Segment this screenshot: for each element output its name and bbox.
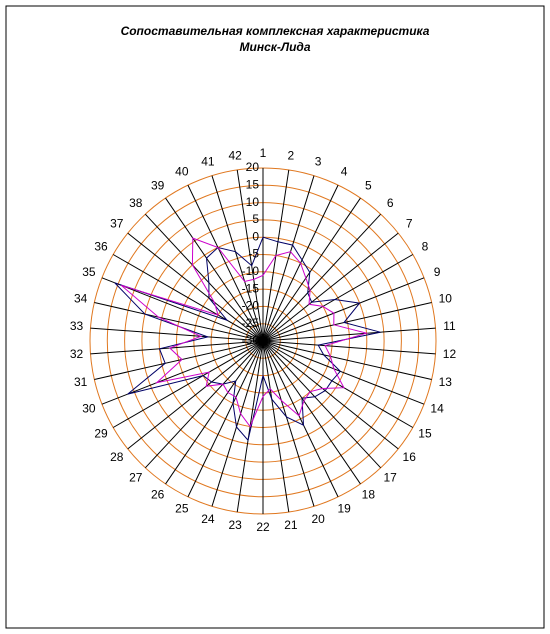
spoke	[211, 340, 264, 507]
category-label: 14	[430, 401, 444, 415]
spoke	[262, 213, 382, 342]
category-label: 30	[82, 401, 96, 415]
category-label: 29	[94, 427, 108, 441]
category-label: 3	[315, 154, 322, 168]
spoke	[262, 340, 361, 485]
spoke	[262, 340, 382, 469]
spoke	[262, 340, 432, 380]
r-tick-label: -30	[242, 333, 260, 347]
category-label: 11	[443, 319, 456, 333]
r-tick-label: -25	[242, 316, 260, 330]
category-label: 17	[384, 470, 398, 484]
chart-subtitle: Минск-Лида	[240, 40, 311, 54]
category-label: 12	[443, 347, 457, 361]
r-tick-label: 0	[252, 229, 259, 243]
spoke	[112, 340, 264, 428]
spoke	[262, 175, 315, 342]
r-tick-label: 15	[246, 177, 260, 191]
category-label: 24	[201, 512, 215, 526]
category-label: 25	[175, 502, 189, 516]
spoke	[144, 213, 264, 342]
spoke	[90, 340, 264, 355]
spoke	[262, 340, 339, 498]
category-label: 32	[70, 347, 84, 361]
category-label: 1	[260, 146, 267, 160]
category-label: 18	[362, 488, 376, 502]
r-tick-label: 5	[252, 212, 259, 226]
category-label: 20	[311, 512, 325, 526]
category-label: 21	[284, 518, 298, 532]
spoke	[127, 340, 264, 450]
category-label: 13	[439, 375, 453, 389]
category-label: 26	[151, 488, 165, 502]
spoke	[262, 327, 436, 342]
category-label: 16	[403, 450, 417, 464]
spoke	[262, 302, 432, 342]
spoke	[262, 340, 414, 428]
spoke	[165, 197, 264, 342]
category-label: 6	[387, 196, 394, 210]
category-label: 15	[418, 427, 432, 441]
spoke	[94, 302, 264, 342]
category-label: 2	[288, 148, 295, 162]
spoke	[127, 232, 264, 342]
category-label: 8	[422, 240, 429, 254]
category-label: 37	[110, 217, 124, 231]
category-label: 41	[201, 154, 215, 168]
spoke	[262, 277, 425, 342]
r-tick-label: 20	[246, 160, 260, 174]
category-label: 23	[228, 518, 242, 532]
spoke	[112, 254, 264, 342]
spoke	[211, 175, 264, 342]
series-line	[120, 237, 369, 428]
category-label: 33	[70, 319, 84, 333]
category-label: 40	[175, 165, 189, 179]
spoke	[262, 340, 315, 507]
category-label: 28	[110, 450, 124, 464]
category-label: 35	[82, 265, 96, 279]
category-label: 42	[228, 148, 242, 162]
category-label: 27	[129, 470, 143, 484]
category-label: 10	[439, 292, 453, 306]
series-line	[114, 236, 381, 442]
r-tick-label: -15	[242, 281, 260, 295]
spoke	[101, 277, 264, 342]
category-label: 31	[74, 375, 88, 389]
category-label: 38	[129, 196, 143, 210]
category-label: 36	[94, 240, 108, 254]
spoke	[187, 340, 264, 498]
spoke	[165, 340, 264, 485]
spoke	[94, 340, 264, 380]
r-tick-label: -10	[242, 264, 260, 278]
spoke	[90, 327, 264, 342]
category-label: 9	[434, 265, 441, 279]
spoke	[262, 197, 361, 342]
spoke	[262, 340, 425, 405]
category-label: 7	[406, 217, 413, 231]
spoke	[262, 340, 436, 355]
chart-title: Сопоставительная комплексная характерист…	[121, 24, 430, 38]
category-label: 19	[337, 502, 351, 516]
spoke	[144, 340, 264, 469]
r-tick-label: 10	[246, 195, 260, 209]
spoke	[236, 169, 264, 342]
spoke	[262, 232, 399, 342]
r-tick-label: -5	[248, 247, 259, 261]
category-label: 22	[256, 520, 270, 534]
spoke	[187, 184, 264, 342]
spoke	[262, 340, 290, 513]
r-tick-label: -20	[242, 299, 260, 313]
category-label: 4	[341, 165, 348, 179]
spoke	[262, 340, 399, 450]
category-label: 34	[74, 292, 88, 306]
category-label: 5	[365, 179, 372, 193]
spoke	[262, 254, 414, 342]
category-label: 39	[151, 179, 165, 193]
